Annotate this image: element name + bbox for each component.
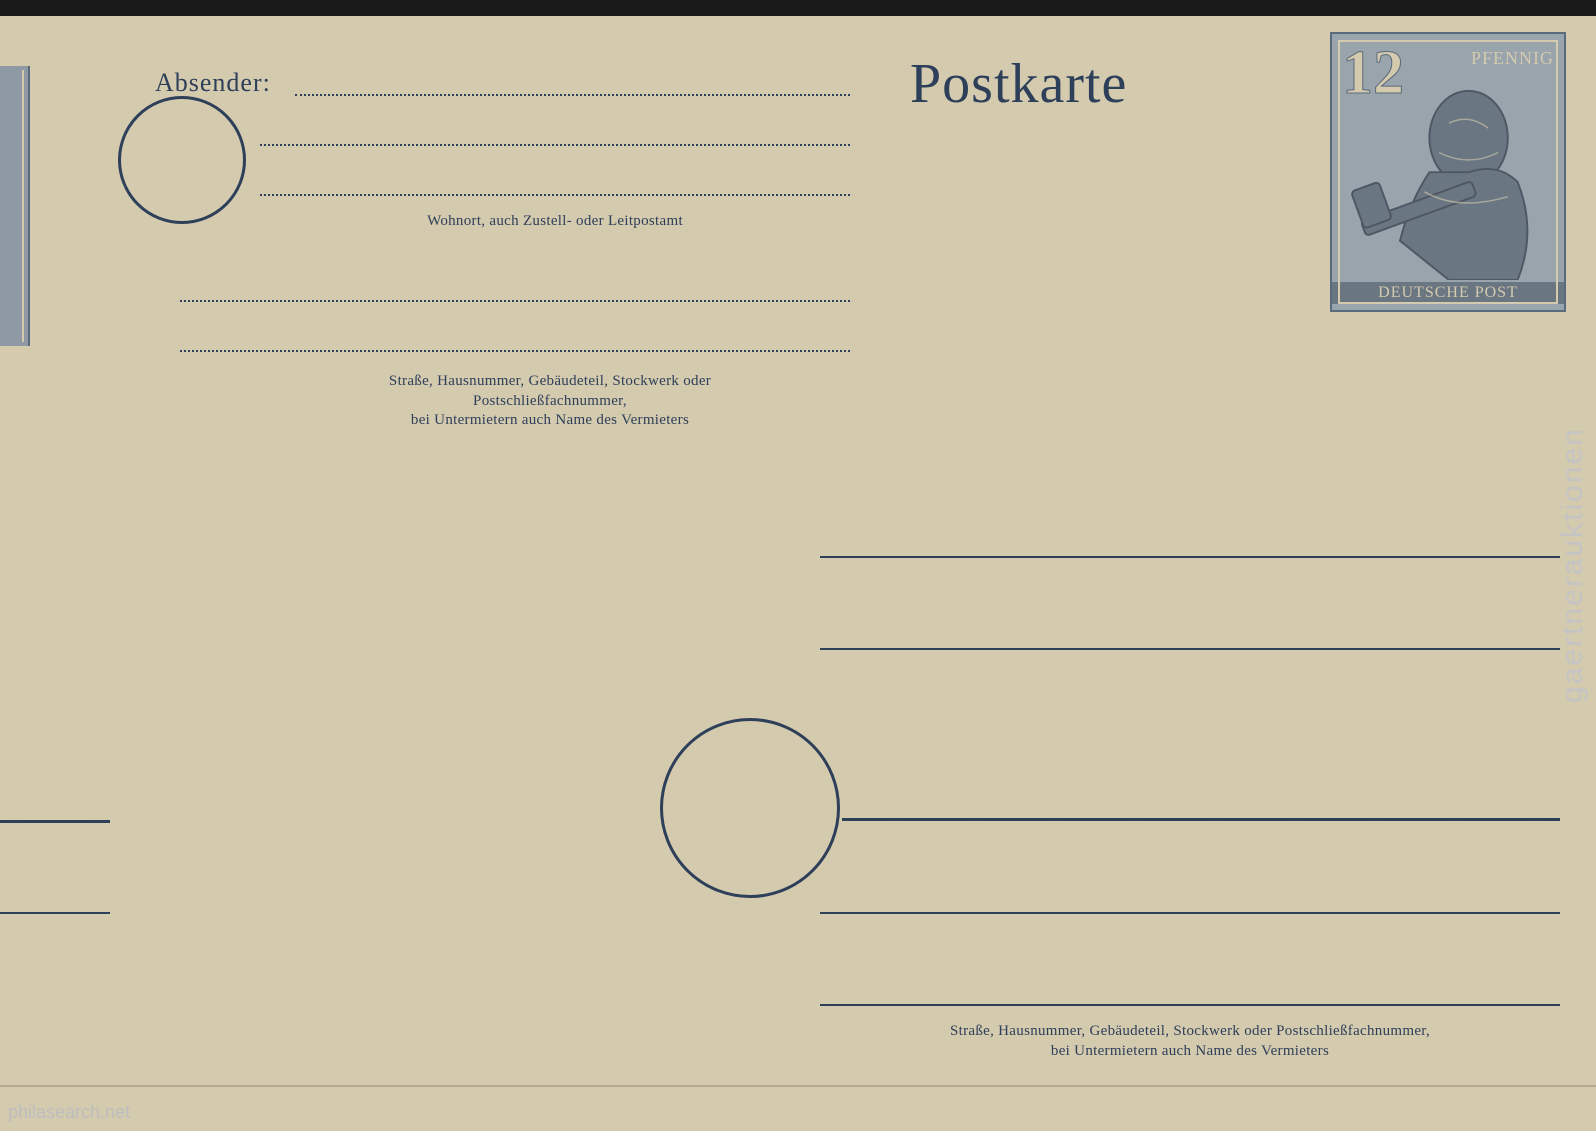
left-stamp-fragment (0, 66, 30, 346)
sender-caption-place: Wohnort, auch Zustell- oder Leitpostamt (340, 212, 770, 232)
sender-line-3 (260, 194, 850, 196)
sender-line-5 (180, 350, 850, 352)
recipient-caption: Straße, Hausnummer, Gebäudeteil, Stockwe… (810, 1022, 1570, 1061)
sender-caption-street-l2: Postschließfachnummer, (473, 393, 627, 409)
scan-edge-top (0, 0, 1596, 16)
stamp-currency: PFENNIG (1471, 48, 1554, 69)
recipient-circle (660, 718, 840, 898)
postage-stamp: 12 PFENNIG DEUTSCHE POST (1330, 32, 1566, 312)
edge-line-1 (0, 820, 110, 823)
recipient-line-5 (820, 1004, 1560, 1006)
watermark-left: philasearch.net (8, 1102, 130, 1123)
recipient-line-1 (820, 556, 1560, 558)
stamp-issuer: DEUTSCHE POST (1332, 282, 1564, 304)
sender-circle (118, 96, 246, 224)
sender-caption-street-l3: bei Untermietern auch Name des Vermieter… (411, 412, 689, 428)
sender-line-2 (260, 144, 850, 146)
recipient-line-2 (820, 648, 1560, 650)
recipient-caption-l1: Straße, Hausnummer, Gebäudeteil, Stockwe… (950, 1023, 1430, 1039)
recipient-line-3 (842, 818, 1560, 821)
recipient-caption-l2: bei Untermietern auch Name des Vermieter… (1051, 1043, 1329, 1059)
watermark-right: gaertnerauktionen (1556, 0, 1590, 1131)
edge-line-2 (0, 912, 110, 914)
sender-caption-street-l1: Straße, Hausnummer, Gebäudeteil, Stockwe… (389, 373, 711, 389)
scan-edge-bottom (0, 1085, 1596, 1087)
stamp-worker-figure (1342, 84, 1556, 280)
sender-line-1 (295, 94, 850, 96)
sender-label: Absender: (155, 68, 271, 98)
stamp-value: 12 (1342, 42, 1404, 104)
sender-caption-street: Straße, Hausnummer, Gebäudeteil, Stockwe… (270, 372, 830, 431)
recipient-line-4 (820, 912, 1560, 914)
sender-line-4 (180, 300, 850, 302)
postcard-title: Postkarte (910, 52, 1127, 116)
